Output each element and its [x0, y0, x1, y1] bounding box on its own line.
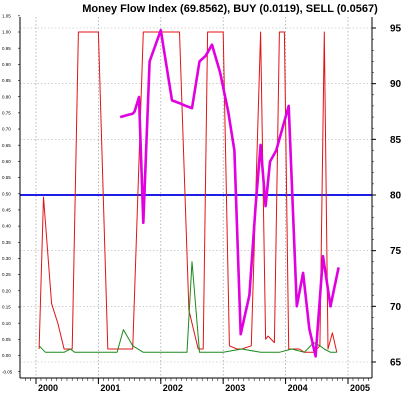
left-tick-label: 0.30: [2, 256, 11, 261]
left-tick-label: 0.20: [2, 288, 11, 293]
left-tick-label: 0.25: [2, 272, 11, 277]
left-tick-label: -0.05: [2, 369, 13, 374]
left-tick-label: 0.70: [2, 127, 11, 132]
right-tick-label: 80: [390, 191, 402, 202]
x-tick-label: 2002: [163, 383, 183, 393]
mfi-green-series-line: [38, 261, 337, 353]
right-tick-label: 90: [390, 79, 402, 90]
left-tick-label: 0.00: [2, 353, 11, 358]
left-tick-label: 0.35: [2, 240, 11, 245]
x-tick-label: 2000: [38, 383, 58, 393]
tick-labels: -0.05 0.00 0.05 0.10 0.15 0.20 0.25 0.30 0.35 0.4…: [2, 13, 402, 393]
right-tick-label: 70: [390, 302, 402, 313]
x-tick-label: 2005: [350, 383, 370, 393]
mfi-magenta-series-line: [119, 28, 340, 358]
left-tick-label: 0.75: [2, 110, 11, 115]
left-tick-label: 0.60: [2, 159, 11, 164]
x-tick-label: 2003: [225, 383, 245, 393]
left-tick-label: 0.40: [2, 224, 11, 229]
left-tick-label: 0.50: [2, 191, 11, 196]
series-layer: [20, 28, 372, 358]
right-tick-label: 95: [390, 24, 402, 35]
left-tick-label: 0.80: [2, 94, 11, 99]
right-tick-label: 75: [390, 246, 402, 257]
mfi-red-series-line: [38, 31, 338, 353]
right-tick-label: 85: [390, 135, 402, 146]
left-tick-label: 1.05: [2, 13, 11, 18]
left-tick-label: 0.10: [2, 321, 11, 326]
left-tick-label: 0.05: [2, 337, 11, 342]
x-tick-label: 2001: [100, 383, 120, 393]
x-tick-label: 2004: [288, 383, 308, 393]
right-tick-label: 65: [390, 358, 402, 369]
left-tick-label: 0.55: [2, 175, 11, 180]
left-tick-label: 0.15: [2, 305, 11, 310]
axes: [18, 15, 376, 384]
left-tick-label: 0.95: [2, 46, 11, 51]
left-tick-label: 0.90: [2, 62, 11, 67]
chart-title: Money Flow Index (69.8562), BUY (0.0119)…: [82, 3, 378, 15]
left-tick-label: 0.85: [2, 78, 11, 83]
left-tick-label: 1.00: [2, 30, 11, 35]
left-tick-label: 0.45: [2, 208, 11, 213]
left-tick-label: 0.65: [2, 143, 11, 148]
